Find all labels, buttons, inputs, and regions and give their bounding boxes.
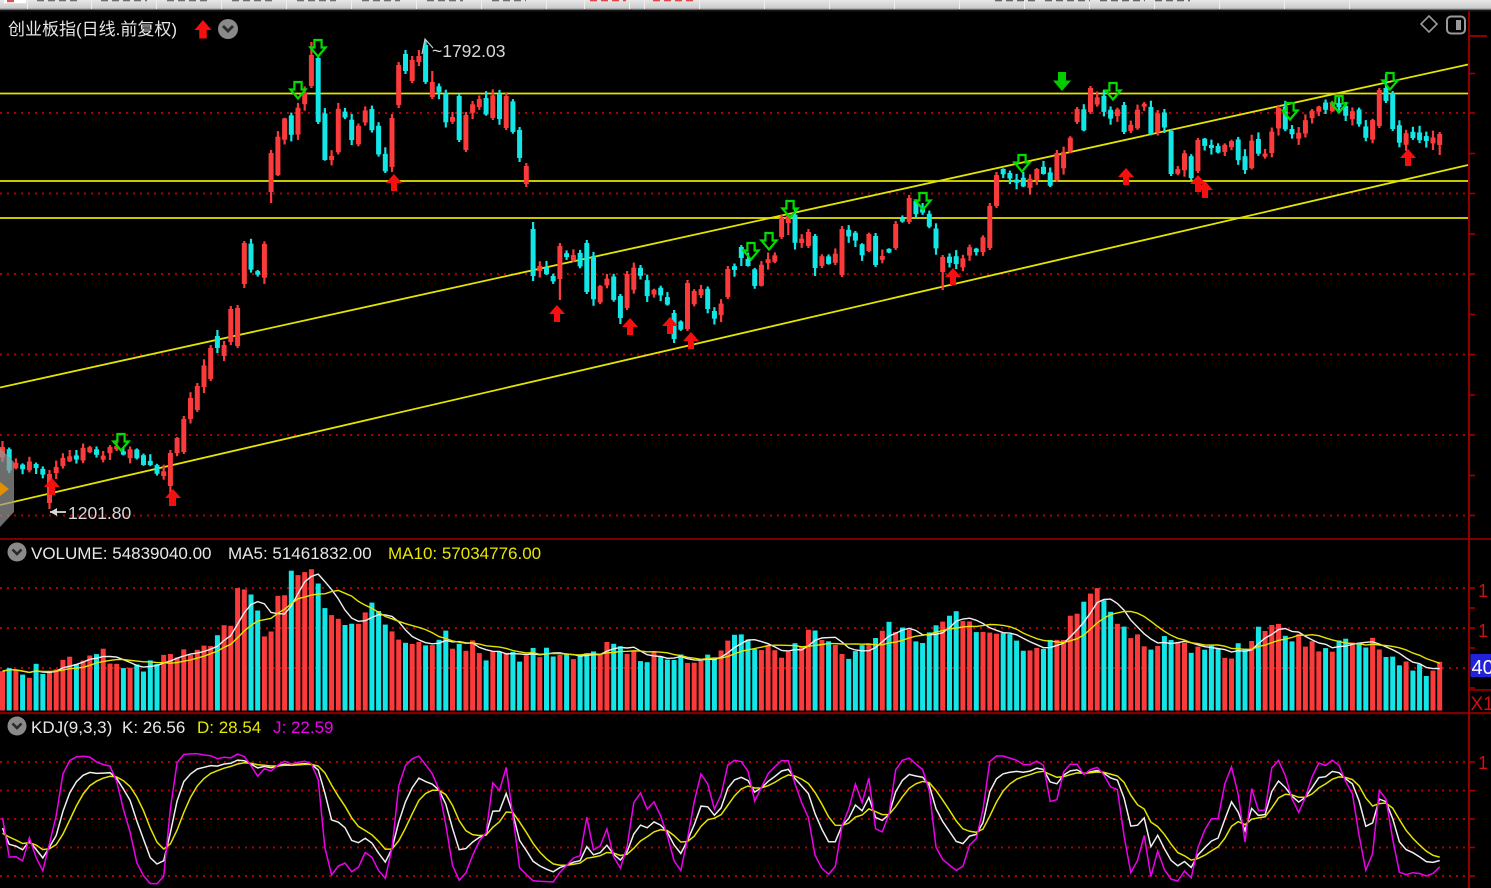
svg-text:40: 40 [1472,657,1491,679]
svg-text:VOLUME: 54839040.00: VOLUME: 54839040.00 [31,544,212,563]
svg-text:1: 1 [1478,581,1488,601]
svg-text:1: 1 [1478,753,1488,773]
svg-text:创业板指(日线.前复权): 创业板指(日线.前复权) [8,20,177,39]
svg-text:1: 1 [1478,621,1488,641]
svg-text:J: 22.59: J: 22.59 [273,718,334,737]
svg-text:X1: X1 [1471,694,1491,715]
svg-text:1201.80: 1201.80 [68,503,132,523]
svg-text:KDJ(9,3,3): KDJ(9,3,3) [31,718,112,737]
svg-text:K: 26.56: K: 26.56 [122,718,185,737]
svg-text:D: 28.54: D: 28.54 [197,718,261,737]
svg-text:MA10: 57034776.00: MA10: 57034776.00 [388,544,541,563]
svg-text:~1792.03: ~1792.03 [432,41,505,61]
svg-text:MA5: 51461832.00: MA5: 51461832.00 [228,544,372,563]
